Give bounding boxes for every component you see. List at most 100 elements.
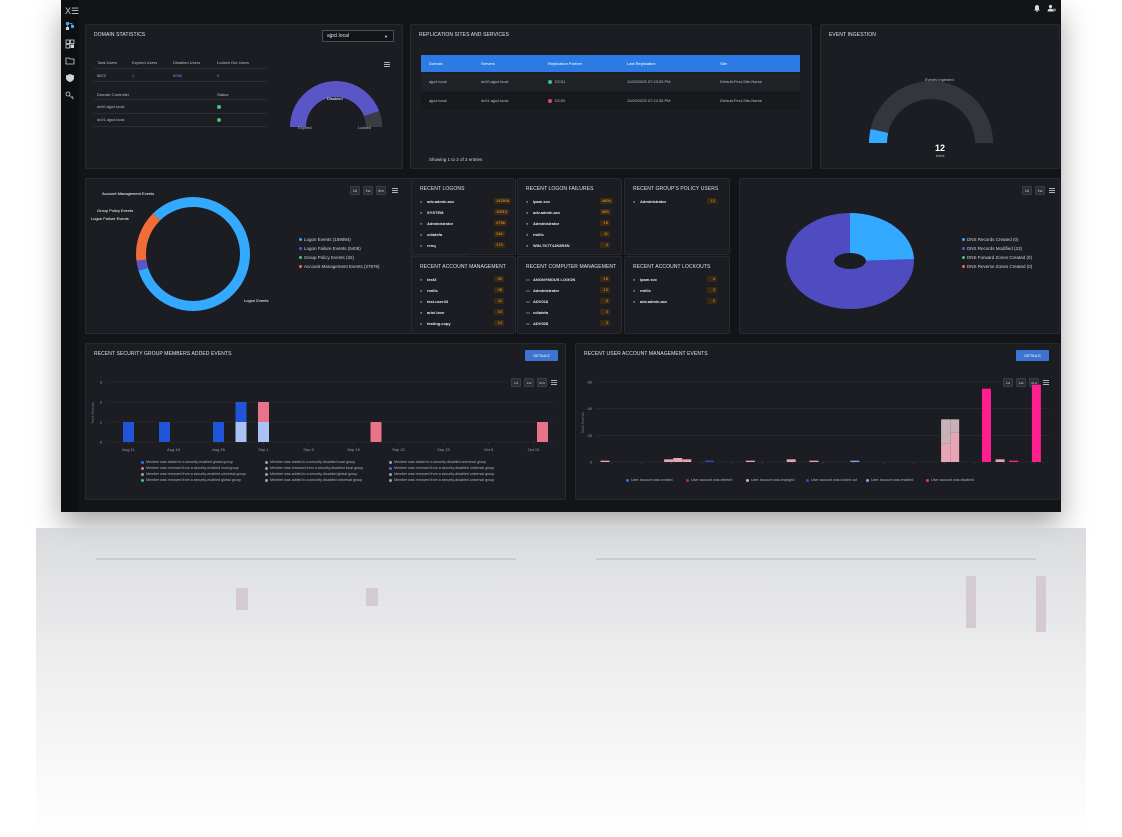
bar[interactable]	[981, 388, 991, 462]
legend-item[interactable]: Member was added to a security-disabled …	[389, 460, 486, 464]
list-item[interactable]: ● Administrator	[633, 199, 666, 204]
range-6m-button[interactable]: 6m	[376, 186, 386, 195]
list-item[interactable]: ● Administrator	[420, 221, 453, 226]
range-1w-button[interactable]: 1w	[1035, 186, 1045, 195]
legend-item[interactable]: DNS Reverse Zones Created (0)	[962, 264, 1032, 269]
bar[interactable]	[673, 458, 683, 462]
list-item[interactable]: ● ariel.love	[420, 310, 444, 315]
list-item[interactable]: ● WIN-7K7T4JK8R3N	[526, 243, 569, 248]
legend-item[interactable]: Member was removed from a security-disab…	[389, 478, 494, 482]
list-item[interactable]: ● SYSTEM	[420, 210, 443, 215]
legend-item[interactable]: Member was added to a security-disabled …	[265, 472, 357, 476]
legend-item[interactable]: DNS Records Created (0)	[962, 237, 1019, 242]
shield-icon[interactable]	[65, 73, 75, 83]
list-item[interactable]: ▭ ANONYMOUS LOGON	[526, 277, 575, 282]
bar[interactable]	[995, 459, 1005, 462]
bar[interactable]	[664, 459, 674, 462]
bar[interactable]	[950, 432, 960, 462]
legend-item[interactable]: User account was enabled	[866, 478, 913, 482]
legend-item[interactable]: Logon Failure Events (5408)	[299, 246, 361, 251]
details-button[interactable]: DETAILS	[1016, 350, 1049, 361]
legend-item[interactable]: Member was removed from a security-enabl…	[141, 472, 246, 476]
bar[interactable]	[123, 422, 134, 442]
bar[interactable]	[682, 459, 692, 462]
legend-item[interactable]: User account was deleted	[686, 478, 732, 482]
legend-item[interactable]: User account was changed	[746, 478, 794, 482]
bar[interactable]	[258, 402, 269, 422]
details-button[interactable]: DETAILS	[525, 350, 558, 361]
chart-menu-icon[interactable]	[384, 62, 390, 67]
chart-menu-icon[interactable]	[551, 380, 557, 385]
bar[interactable]	[809, 460, 819, 462]
bar[interactable]	[370, 422, 382, 442]
list-item[interactable]: ● rmills	[633, 288, 651, 293]
range-1d-button[interactable]: 1d	[511, 378, 521, 387]
key-icon[interactable]	[65, 90, 75, 100]
list-item[interactable]: ● rmills	[420, 288, 438, 293]
range-1d-button[interactable]: 1d	[1022, 186, 1032, 195]
expand-icon[interactable]: X☰	[65, 6, 80, 16]
list-item[interactable]: ▭ Administrator	[526, 288, 559, 293]
legend-item[interactable]: DNS Records Modified (23)	[962, 246, 1022, 251]
donut-slice[interactable]	[138, 197, 250, 311]
legend-item[interactable]: User account was disabled	[926, 478, 974, 482]
bar[interactable]	[850, 460, 860, 462]
list-item[interactable]: ● renq	[420, 243, 436, 248]
folder-icon[interactable]	[65, 56, 75, 66]
legend-item[interactable]: Member was added to a security-enabled g…	[141, 460, 233, 464]
list-item[interactable]: ● adv.admin.acc	[526, 210, 560, 215]
legend-item[interactable]: Member was removed from a security-disab…	[389, 472, 494, 476]
range-1w-button[interactable]: 1w	[1016, 378, 1026, 387]
donut-slice[interactable]	[136, 259, 149, 271]
list-item[interactable]: ● cdiatefa	[420, 232, 442, 237]
legend-item[interactable]: DNS Forward Zones Created (0)	[962, 255, 1032, 260]
list-item[interactable]: ● ipam.svc	[633, 277, 657, 282]
list-item[interactable]: ● testing.copy	[420, 321, 451, 326]
list-item[interactable]: ▭ ADV02$	[526, 321, 548, 326]
bar[interactable]	[941, 419, 951, 444]
range-1d-button[interactable]: 1d	[1003, 378, 1013, 387]
donut-slice[interactable]	[136, 213, 161, 261]
range-1w-button[interactable]: 1w	[524, 378, 534, 387]
col-domain[interactable]: Domain	[429, 61, 443, 66]
legend-item[interactable]: Logon Events (159094)	[299, 237, 351, 242]
legend-item[interactable]: User account was locked out	[806, 478, 857, 482]
legend-item[interactable]: Member was removed from a security-enabl…	[141, 466, 239, 470]
locked-users-value[interactable]: 0	[217, 73, 220, 78]
bar[interactable]	[1031, 384, 1041, 462]
legend-item[interactable]: Member was added to a security-disabled …	[265, 460, 355, 464]
bar[interactable]	[1009, 460, 1019, 462]
list-item[interactable]: ● ipam.svc	[526, 199, 550, 204]
user-settings-icon[interactable]	[1047, 4, 1056, 14]
donut-slice[interactable]	[136, 259, 147, 261]
bar[interactable]	[235, 422, 247, 442]
bar[interactable]	[235, 402, 247, 422]
bar[interactable]	[159, 422, 170, 442]
col-site[interactable]: Site	[720, 61, 727, 66]
grid-icon[interactable]	[65, 39, 75, 49]
domain-select[interactable]: ajpcl.local ▼	[322, 30, 394, 42]
legend-item[interactable]: Member was removed from a security-enabl…	[141, 478, 241, 482]
list-item[interactable]: ▭ cdiatefa	[526, 310, 548, 315]
legend-item[interactable]: Member was added to a security-disabled …	[265, 478, 362, 482]
col-last-replication[interactable]: Last Replication	[627, 61, 656, 66]
bar[interactable]	[213, 422, 224, 442]
list-item[interactable]: ● adv.admin.acc	[633, 299, 667, 304]
list-item[interactable]: ● test.user33	[420, 299, 448, 304]
bar[interactable]	[745, 460, 755, 462]
legend-item[interactable]: Account Management Events (27976)	[299, 264, 380, 269]
range-1d-button[interactable]: 1d	[350, 186, 360, 195]
chart-menu-icon[interactable]	[1049, 188, 1055, 193]
legend-item[interactable]: User account was created	[626, 478, 673, 482]
bar[interactable]	[258, 422, 269, 442]
range-6m-button[interactable]: 6m	[537, 378, 547, 387]
bar[interactable]	[537, 422, 548, 442]
range-1w-button[interactable]: 1w	[363, 186, 373, 195]
bar[interactable]	[950, 419, 960, 433]
list-item[interactable]: ▭ ADV01$	[526, 299, 548, 304]
chart-menu-icon[interactable]	[1043, 380, 1049, 385]
list-item[interactable]: ● rmills	[526, 232, 544, 237]
list-item[interactable]: ● Administrator	[526, 221, 559, 226]
disabled-users-value[interactable]: 6056	[173, 73, 182, 78]
legend-item[interactable]: Group Policy Events (32)	[299, 255, 354, 260]
